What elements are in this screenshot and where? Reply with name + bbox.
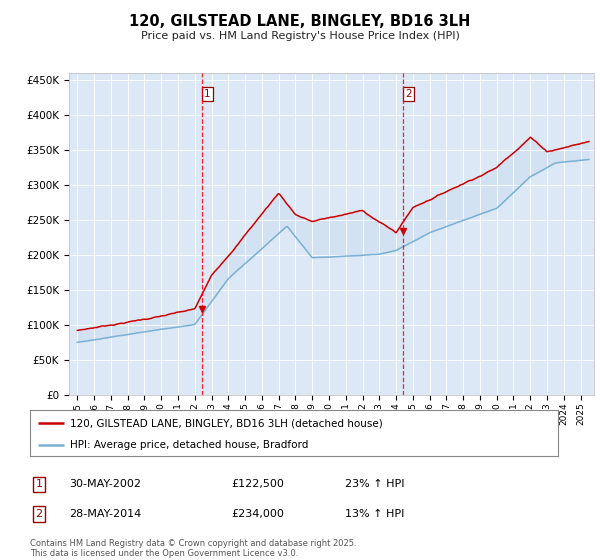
Text: Contains HM Land Registry data © Crown copyright and database right 2025.
This d: Contains HM Land Registry data © Crown c… bbox=[30, 539, 356, 558]
Text: 13% ↑ HPI: 13% ↑ HPI bbox=[345, 509, 404, 519]
Text: 1: 1 bbox=[35, 479, 43, 489]
Text: Price paid vs. HM Land Registry's House Price Index (HPI): Price paid vs. HM Land Registry's House … bbox=[140, 31, 460, 41]
Text: 2: 2 bbox=[406, 89, 412, 99]
Text: HPI: Average price, detached house, Bradford: HPI: Average price, detached house, Brad… bbox=[70, 440, 308, 450]
Text: 1: 1 bbox=[204, 89, 211, 99]
Text: 30-MAY-2002: 30-MAY-2002 bbox=[69, 479, 141, 489]
Text: £122,500: £122,500 bbox=[231, 479, 284, 489]
Text: £234,000: £234,000 bbox=[231, 509, 284, 519]
Text: 28-MAY-2014: 28-MAY-2014 bbox=[69, 509, 141, 519]
Text: 120, GILSTEAD LANE, BINGLEY, BD16 3LH (detached house): 120, GILSTEAD LANE, BINGLEY, BD16 3LH (d… bbox=[70, 418, 382, 428]
Text: 23% ↑ HPI: 23% ↑ HPI bbox=[345, 479, 404, 489]
Text: 2: 2 bbox=[35, 509, 43, 519]
Text: 120, GILSTEAD LANE, BINGLEY, BD16 3LH: 120, GILSTEAD LANE, BINGLEY, BD16 3LH bbox=[130, 14, 470, 29]
